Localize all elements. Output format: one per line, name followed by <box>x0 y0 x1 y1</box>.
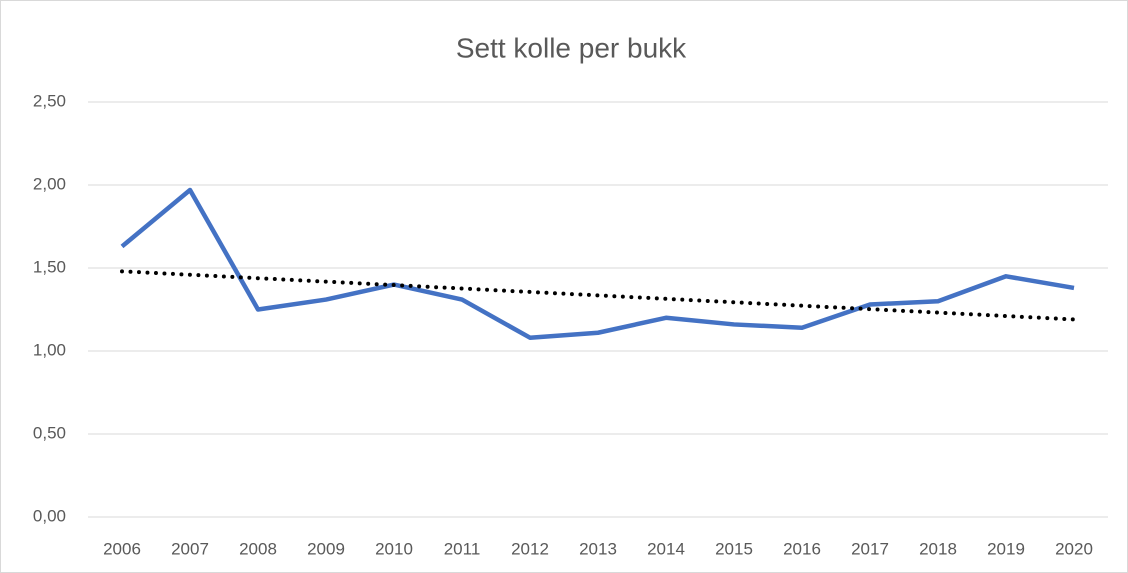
y-tick-label: 2,50 <box>33 91 66 110</box>
x-tick-label: 2018 <box>919 539 957 558</box>
y-tick-label: 2,00 <box>33 174 66 193</box>
chart-title: Sett kolle per bukk <box>456 32 687 63</box>
x-tick-label: 2015 <box>715 539 753 558</box>
x-tick-label: 2012 <box>511 539 549 558</box>
y-tick-label: 1,00 <box>33 340 66 359</box>
x-tick-label: 2009 <box>307 539 345 558</box>
x-tick-label: 2017 <box>851 539 889 558</box>
x-tick-label: 2008 <box>239 539 277 558</box>
x-tick-label: 2010 <box>375 539 413 558</box>
x-tick-label: 2013 <box>579 539 617 558</box>
x-tick-label: 2019 <box>987 539 1025 558</box>
x-tick-label: 2020 <box>1055 539 1093 558</box>
data-line <box>120 187 1075 340</box>
x-tick-label: 2007 <box>171 539 209 558</box>
y-tick-label: 0,50 <box>33 423 66 442</box>
x-tick-label: 2014 <box>647 539 685 558</box>
y-tick-label: 0,00 <box>33 506 66 525</box>
y-tick-label: 1,50 <box>33 257 66 276</box>
x-tick-label: 2011 <box>444 539 481 558</box>
x-tick-label: 2016 <box>783 539 821 558</box>
trendline <box>120 269 1076 322</box>
x-tick-label: 2006 <box>103 539 141 558</box>
